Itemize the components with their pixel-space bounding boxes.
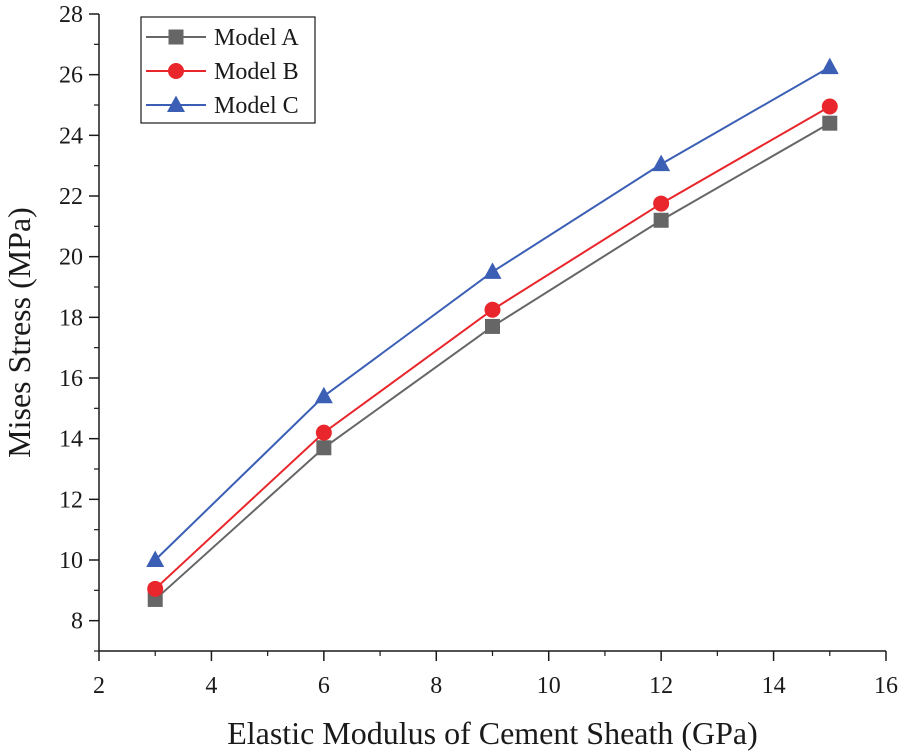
y-tick-label: 22 — [59, 184, 83, 210]
x-tick-label: 8 — [430, 673, 442, 699]
series-line — [154, 122, 831, 601]
data-point-square — [316, 440, 332, 456]
x-tick-label: 10 — [537, 673, 561, 699]
y-tick-label: 14 — [59, 427, 83, 453]
data-point-square — [168, 29, 184, 45]
legend-label: Model B — [214, 59, 299, 85]
x-tick-label: 12 — [649, 673, 673, 699]
y-tick-label: 28 — [59, 2, 83, 28]
data-point-square — [653, 212, 669, 228]
y-tick-label: 26 — [59, 63, 83, 89]
data-point-triangle — [314, 386, 333, 404]
data-point-circle — [147, 580, 164, 597]
y-tick-label: 16 — [59, 366, 83, 392]
y-tick-label: 10 — [59, 548, 83, 574]
y-tick-label: 18 — [59, 305, 83, 331]
x-axis-title: Elastic Modulus of Cement Sheath (GPa) — [227, 715, 758, 751]
data-point-triangle — [652, 154, 671, 172]
y-tick-label: 12 — [59, 487, 83, 513]
series-model-b — [147, 98, 838, 597]
y-tick-label: 24 — [59, 123, 83, 149]
x-tick-label: 16 — [874, 673, 898, 699]
y-axis-title: Mises Stress (MPa) — [1, 207, 37, 458]
series-layer — [146, 57, 839, 607]
legend-label: Model A — [214, 25, 299, 51]
data-point-triangle — [820, 57, 839, 75]
x-tick-label: 4 — [205, 673, 217, 699]
series-model-a — [147, 115, 838, 607]
data-point-triangle — [483, 262, 502, 279]
data-point-circle — [484, 301, 501, 318]
series-line — [154, 105, 831, 590]
y-tick-label: 8 — [71, 609, 83, 635]
x-tick-label: 6 — [318, 673, 330, 699]
data-point-square — [822, 115, 838, 131]
y-tick-label: 20 — [59, 245, 83, 271]
data-point-circle — [315, 424, 332, 441]
data-point-circle — [653, 195, 670, 212]
data-point-square — [485, 318, 500, 334]
legend-label: Model C — [214, 93, 299, 119]
data-point-triangle — [167, 95, 185, 112]
series-model-c — [146, 57, 839, 567]
x-tick-label: 2 — [93, 673, 105, 699]
data-point-circle — [821, 98, 838, 115]
data-point-circle — [168, 63, 184, 79]
x-tick-label: 14 — [762, 673, 786, 699]
data-point-triangle — [146, 550, 165, 567]
legend: Model A Model B Model C — [140, 16, 316, 124]
